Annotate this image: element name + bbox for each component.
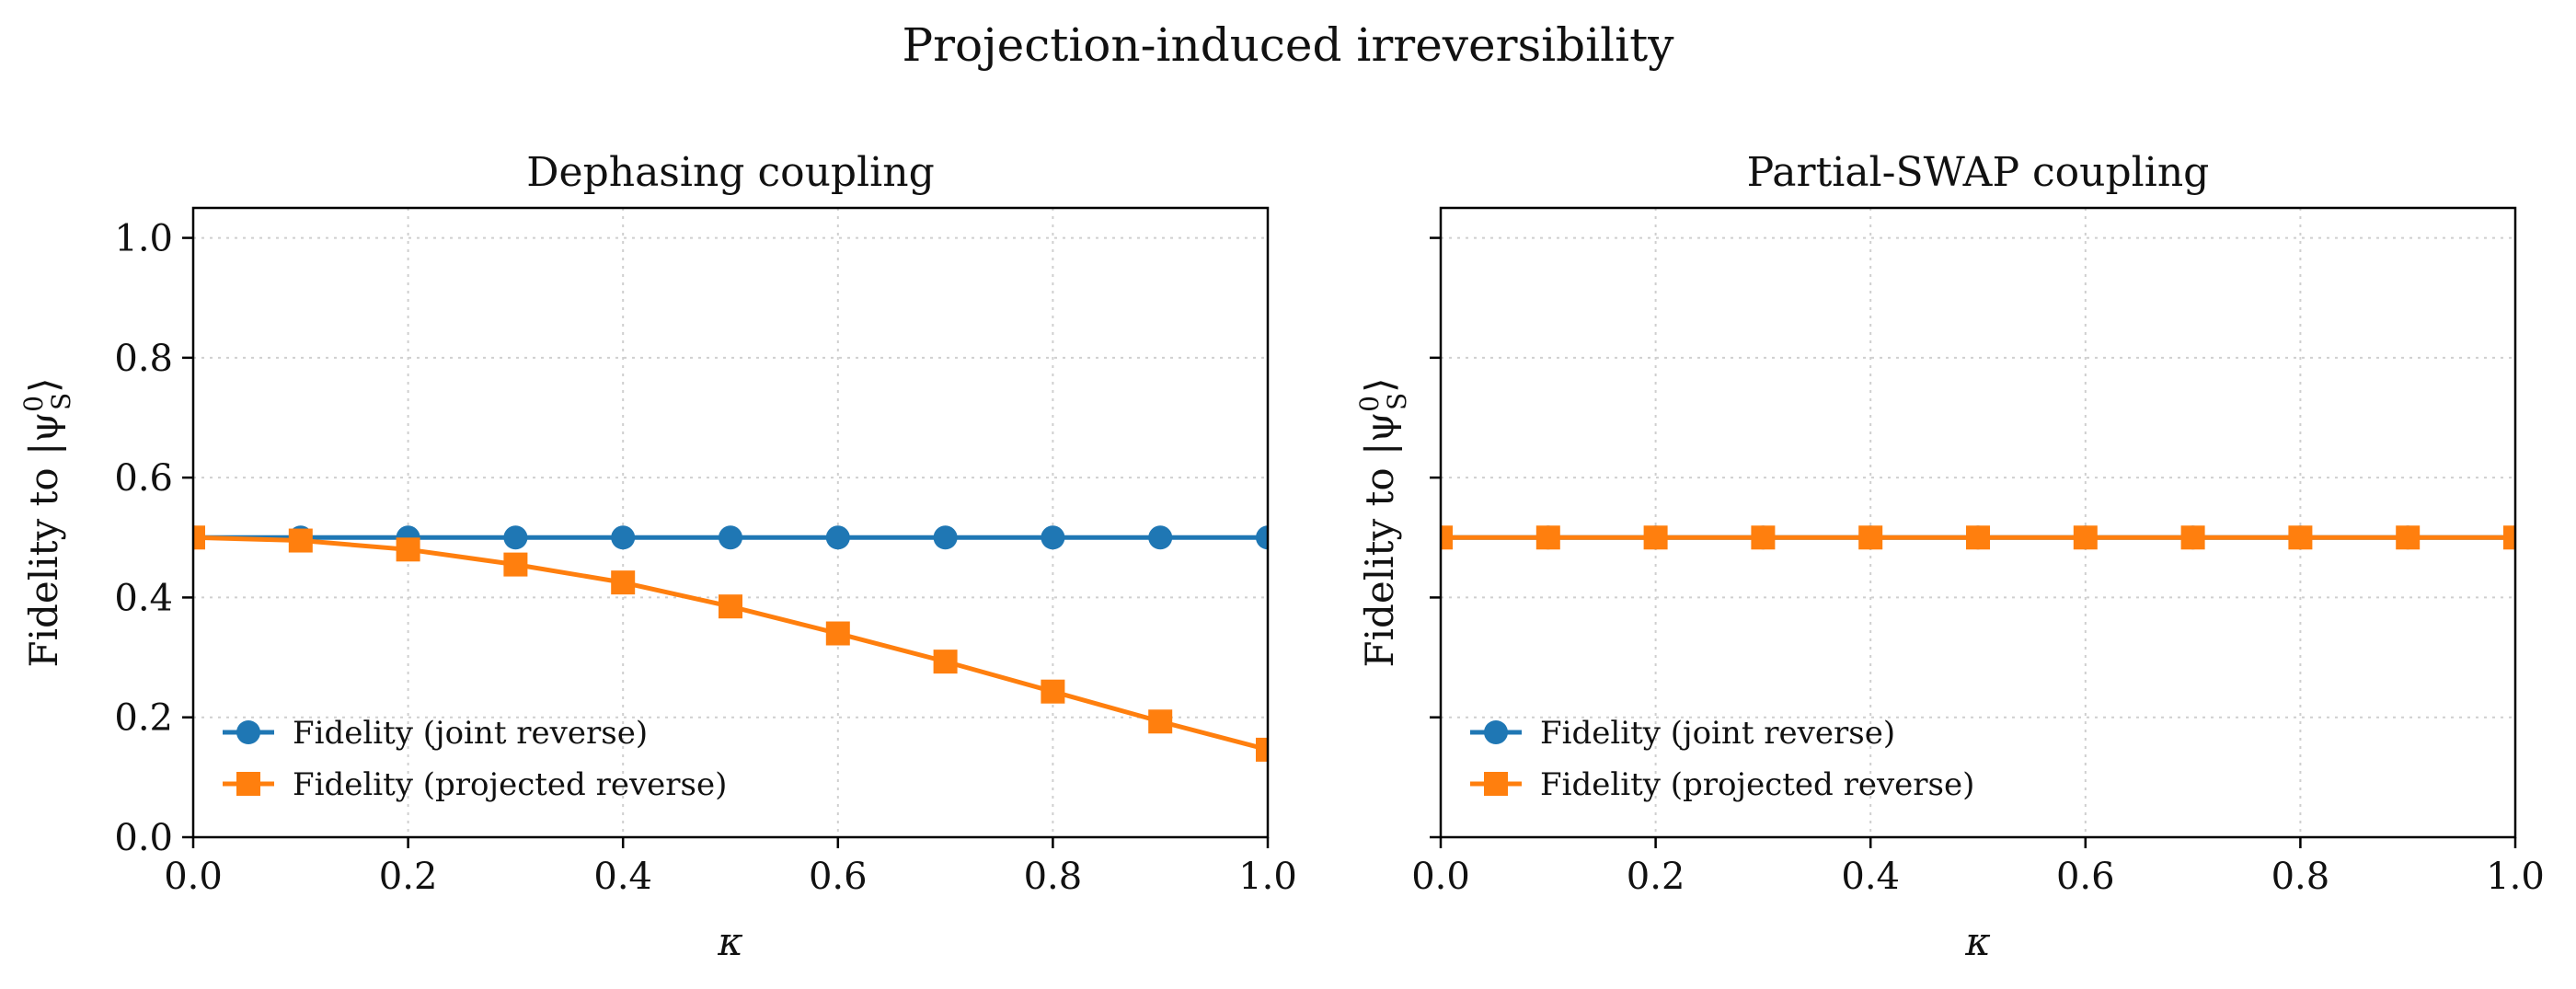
legend-marker-circle <box>1484 720 1508 744</box>
point-fidelity-projected-reverse <box>2073 525 2098 550</box>
point-fidelity-projected-reverse <box>396 537 420 562</box>
plot-area <box>193 525 1268 762</box>
point-fidelity-projected-reverse <box>1148 709 1173 734</box>
y-axis-label-sup: 0 <box>18 396 49 412</box>
panel-title: Dephasing coupling <box>526 149 934 196</box>
legend-marker-square <box>236 772 260 796</box>
point-fidelity-projected-reverse <box>288 528 313 553</box>
point-fidelity-projected-reverse <box>2288 525 2313 550</box>
x-tick-label: 1.0 <box>1238 856 1297 898</box>
x-tick-label: 0.0 <box>164 856 223 898</box>
y-axis-label-main: Fidelity to |ψ <box>21 412 66 668</box>
point-fidelity-projected-reverse <box>2180 525 2205 550</box>
legend-label: Fidelity (projected reverse) <box>293 766 727 803</box>
point-fidelity-joint-reverse <box>503 525 528 550</box>
legend-label: Fidelity (joint reverse) <box>293 715 648 752</box>
point-fidelity-joint-reverse <box>1148 525 1173 550</box>
point-fidelity-projected-reverse <box>1858 525 1883 550</box>
y-tick-label: 0.8 <box>114 338 173 380</box>
point-fidelity-projected-reverse <box>719 594 742 619</box>
y-axis-label: Fidelity to |ψ0S⟩ <box>18 377 76 667</box>
x-tick-label: 0.8 <box>1024 856 1083 898</box>
x-tick-label: 0.0 <box>1411 856 1470 898</box>
point-fidelity-projected-reverse <box>193 525 205 550</box>
legend-marker-circle <box>236 720 260 744</box>
x-tick-label: 1.0 <box>2486 856 2545 898</box>
panel-partial-swap-coupling: 0.0 0.2 0.4 0.6 0.8 1.0 Partial-SWAP coupling κ… <box>1354 149 2545 964</box>
point-fidelity-joint-reverse <box>1256 525 1268 550</box>
x-axis-label: κ <box>717 919 743 964</box>
plot-area <box>1441 525 2515 550</box>
x-tick-label: 0.2 <box>379 856 438 898</box>
y-axis-label-sub: S <box>46 393 76 410</box>
point-fidelity-projected-reverse <box>611 570 636 595</box>
x-tick-label: 0.2 <box>1627 856 1685 898</box>
y-tick-label: 1.0 <box>114 218 173 260</box>
point-fidelity-projected-reverse <box>825 621 850 646</box>
panel-dephasing-coupling: 0.0 0.2 0.4 0.6 0.8 1.0 0.0 0.2 0.4 0.6 0.8 1.0 Deph… <box>18 149 1297 964</box>
point-fidelity-projected-reverse <box>1535 525 1560 550</box>
point-fidelity-projected-reverse <box>1966 525 1990 550</box>
y-tick-label: 0.2 <box>114 697 173 740</box>
y-axis-label-close: ⟩ <box>21 377 66 392</box>
point-fidelity-joint-reverse <box>611 525 636 550</box>
x-axis-label: κ <box>1964 919 1991 964</box>
axes-frame <box>1439 206 2517 839</box>
point-fidelity-joint-reverse <box>933 525 958 550</box>
y-tick-label: 0.4 <box>114 577 173 619</box>
y-tick-label: 0.6 <box>114 457 173 500</box>
point-fidelity-joint-reverse <box>825 525 850 550</box>
x-tick-label: 0.6 <box>2056 856 2115 898</box>
panel-title: Partial-SWAP coupling <box>1747 149 2210 196</box>
x-tick-label: 0.4 <box>593 856 652 898</box>
point-fidelity-projected-reverse <box>1751 525 1776 550</box>
y-axis-label: Fidelity to |ψ0S⟩ <box>1354 377 1412 667</box>
y-axis-label-sup: 0 <box>1354 396 1385 412</box>
x-tick-label: 0.6 <box>809 856 868 898</box>
point-fidelity-projected-reverse <box>1041 679 1065 704</box>
point-fidelity-projected-reverse <box>503 552 528 577</box>
legend-label: Fidelity (projected reverse) <box>1540 766 1974 803</box>
legend-marker-square <box>1484 772 1508 796</box>
y-axis-label-sub: S <box>1382 393 1412 410</box>
point-fidelity-projected-reverse <box>2396 525 2421 550</box>
point-fidelity-joint-reverse <box>1041 525 1065 550</box>
y-tick-label: 0.0 <box>114 817 173 859</box>
legend: Fidelity (joint reverse) Fidelity (projec… <box>223 715 727 803</box>
y-axis-label-main: Fidelity to |ψ <box>1357 412 1402 668</box>
y-axis-label-close: ⟩ <box>1357 377 1402 392</box>
legend-label: Fidelity (joint reverse) <box>1540 715 1895 752</box>
point-fidelity-projected-reverse <box>1441 525 1453 550</box>
x-tick-label: 0.8 <box>2271 856 2330 898</box>
point-fidelity-joint-reverse <box>719 525 742 550</box>
point-fidelity-projected-reverse <box>1256 737 1268 762</box>
point-fidelity-projected-reverse <box>1643 525 1668 550</box>
point-fidelity-projected-reverse <box>933 650 958 674</box>
figure-title: Projection-induced irreversibility <box>902 18 1674 72</box>
point-fidelity-projected-reverse <box>2503 525 2515 550</box>
legend: Fidelity (joint reverse) Fidelity (projec… <box>1470 715 1974 803</box>
axes-frame <box>191 206 1270 839</box>
x-tick-label: 0.4 <box>1841 856 1900 898</box>
